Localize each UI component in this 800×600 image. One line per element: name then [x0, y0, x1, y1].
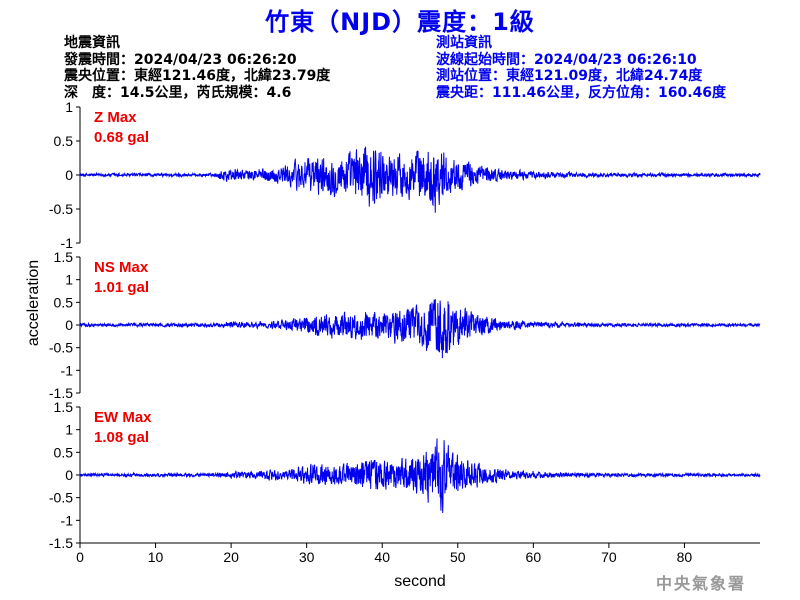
y-tick-label: 1.5: [54, 399, 74, 415]
origin-time: 發震時間：2024/04/23 06:26:20: [64, 51, 297, 68]
y-tick-label: 0.5: [54, 294, 74, 310]
y-tick-label: 0.5: [54, 133, 74, 149]
waveform-trace: [79, 438, 761, 513]
chart-panels: 1 0.5 0 -0.5 -1 Z Max 0.68 gal 1.5 1 0.5 0 -0.5 -1 -1…: [49, 99, 761, 551]
x-tick-label: 50: [450, 549, 466, 565]
station-info-heading: 測站資訊: [436, 35, 492, 51]
y-tick-label: 0: [65, 167, 73, 183]
event-info-heading: 地震資訊: [64, 35, 120, 51]
max-value-label: 0.68 gal: [94, 129, 149, 146]
max-value-label: 1.01 gal: [94, 279, 149, 296]
station-location: 測站位置：東經121.09度，北緯24.74度: [436, 68, 703, 84]
agency-credit: 中央氣象署: [656, 574, 747, 593]
y-tick-label: -0.5: [49, 340, 73, 356]
x-tick-label: 0: [76, 549, 84, 565]
y-tick-label: -1.5: [49, 385, 73, 401]
waveform-trace: [79, 146, 761, 213]
y-tick-label: -0.5: [49, 490, 73, 506]
x-tick-label: 40: [374, 549, 390, 565]
epicentral-distance: 震央距：111.46公里，反方位角：160.46度: [436, 84, 727, 101]
y-tick-label: -0.5: [49, 201, 73, 217]
panel-1: 1 0.5 0 -0.5 -1 Z Max 0.68 gal: [49, 99, 761, 251]
panel-2: 1.5 1 0.5 0 -0.5 -1 -1.5 NS Max 1.01 gal: [49, 249, 761, 401]
y-tick-label: -1: [61, 512, 74, 528]
epicenter-location: 震央位置：東經121.46度，北緯23.79度: [64, 68, 331, 84]
y-tick-label: 0.5: [54, 444, 74, 460]
max-value-label: 1.08 gal: [94, 429, 149, 446]
x-tick-label: 30: [299, 549, 315, 565]
x-tick-label: 60: [526, 549, 542, 565]
y-tick-label: 0: [65, 317, 73, 333]
event-info-block: 地震資訊 發震時間：2024/04/23 06:26:20 震央位置：東經121…: [64, 35, 330, 101]
page-title: 竹東（NJD）震度：1級: [265, 8, 535, 36]
series-name-label: NS Max: [94, 259, 149, 276]
panel-3: 1.5 1 0.5 0 -0.5 -1 -1.5 EW Max 1.08 gal: [49, 399, 761, 551]
y-tick-label: -1: [61, 235, 74, 251]
x-axis-label: second: [394, 573, 446, 590]
x-axis: 0 10 20 30 40 50 60 70 80: [76, 542, 760, 565]
x-tick-label: 80: [677, 549, 693, 565]
x-tick-label: 10: [148, 549, 164, 565]
depth-magnitude: 深 度：14.5公里，芮氏規模：4.6: [64, 84, 292, 101]
series-name-label: EW Max: [94, 409, 152, 426]
x-tick-label: 70: [601, 549, 617, 565]
y-tick-label: 0: [65, 467, 73, 483]
y-tick-label: 1: [65, 272, 73, 288]
x-tick-label: 20: [223, 549, 239, 565]
series-name-label: Z Max: [94, 109, 137, 126]
station-info-block: 測站資訊 波線起始時間：2024/04/23 06:26:10 測站位置：東經1…: [436, 35, 726, 101]
y-tick-label: -1: [61, 362, 74, 378]
y-axis-label: acceleration: [25, 260, 42, 346]
waveform-trace: [79, 299, 761, 359]
y-tick-label: -1.5: [49, 535, 73, 551]
y-tick-label: 1: [65, 99, 73, 115]
y-tick-label: 1.5: [54, 249, 74, 265]
wave-start-time: 波線起始時間：2024/04/23 06:26:10: [436, 51, 697, 68]
y-tick-label: 1: [65, 422, 73, 438]
